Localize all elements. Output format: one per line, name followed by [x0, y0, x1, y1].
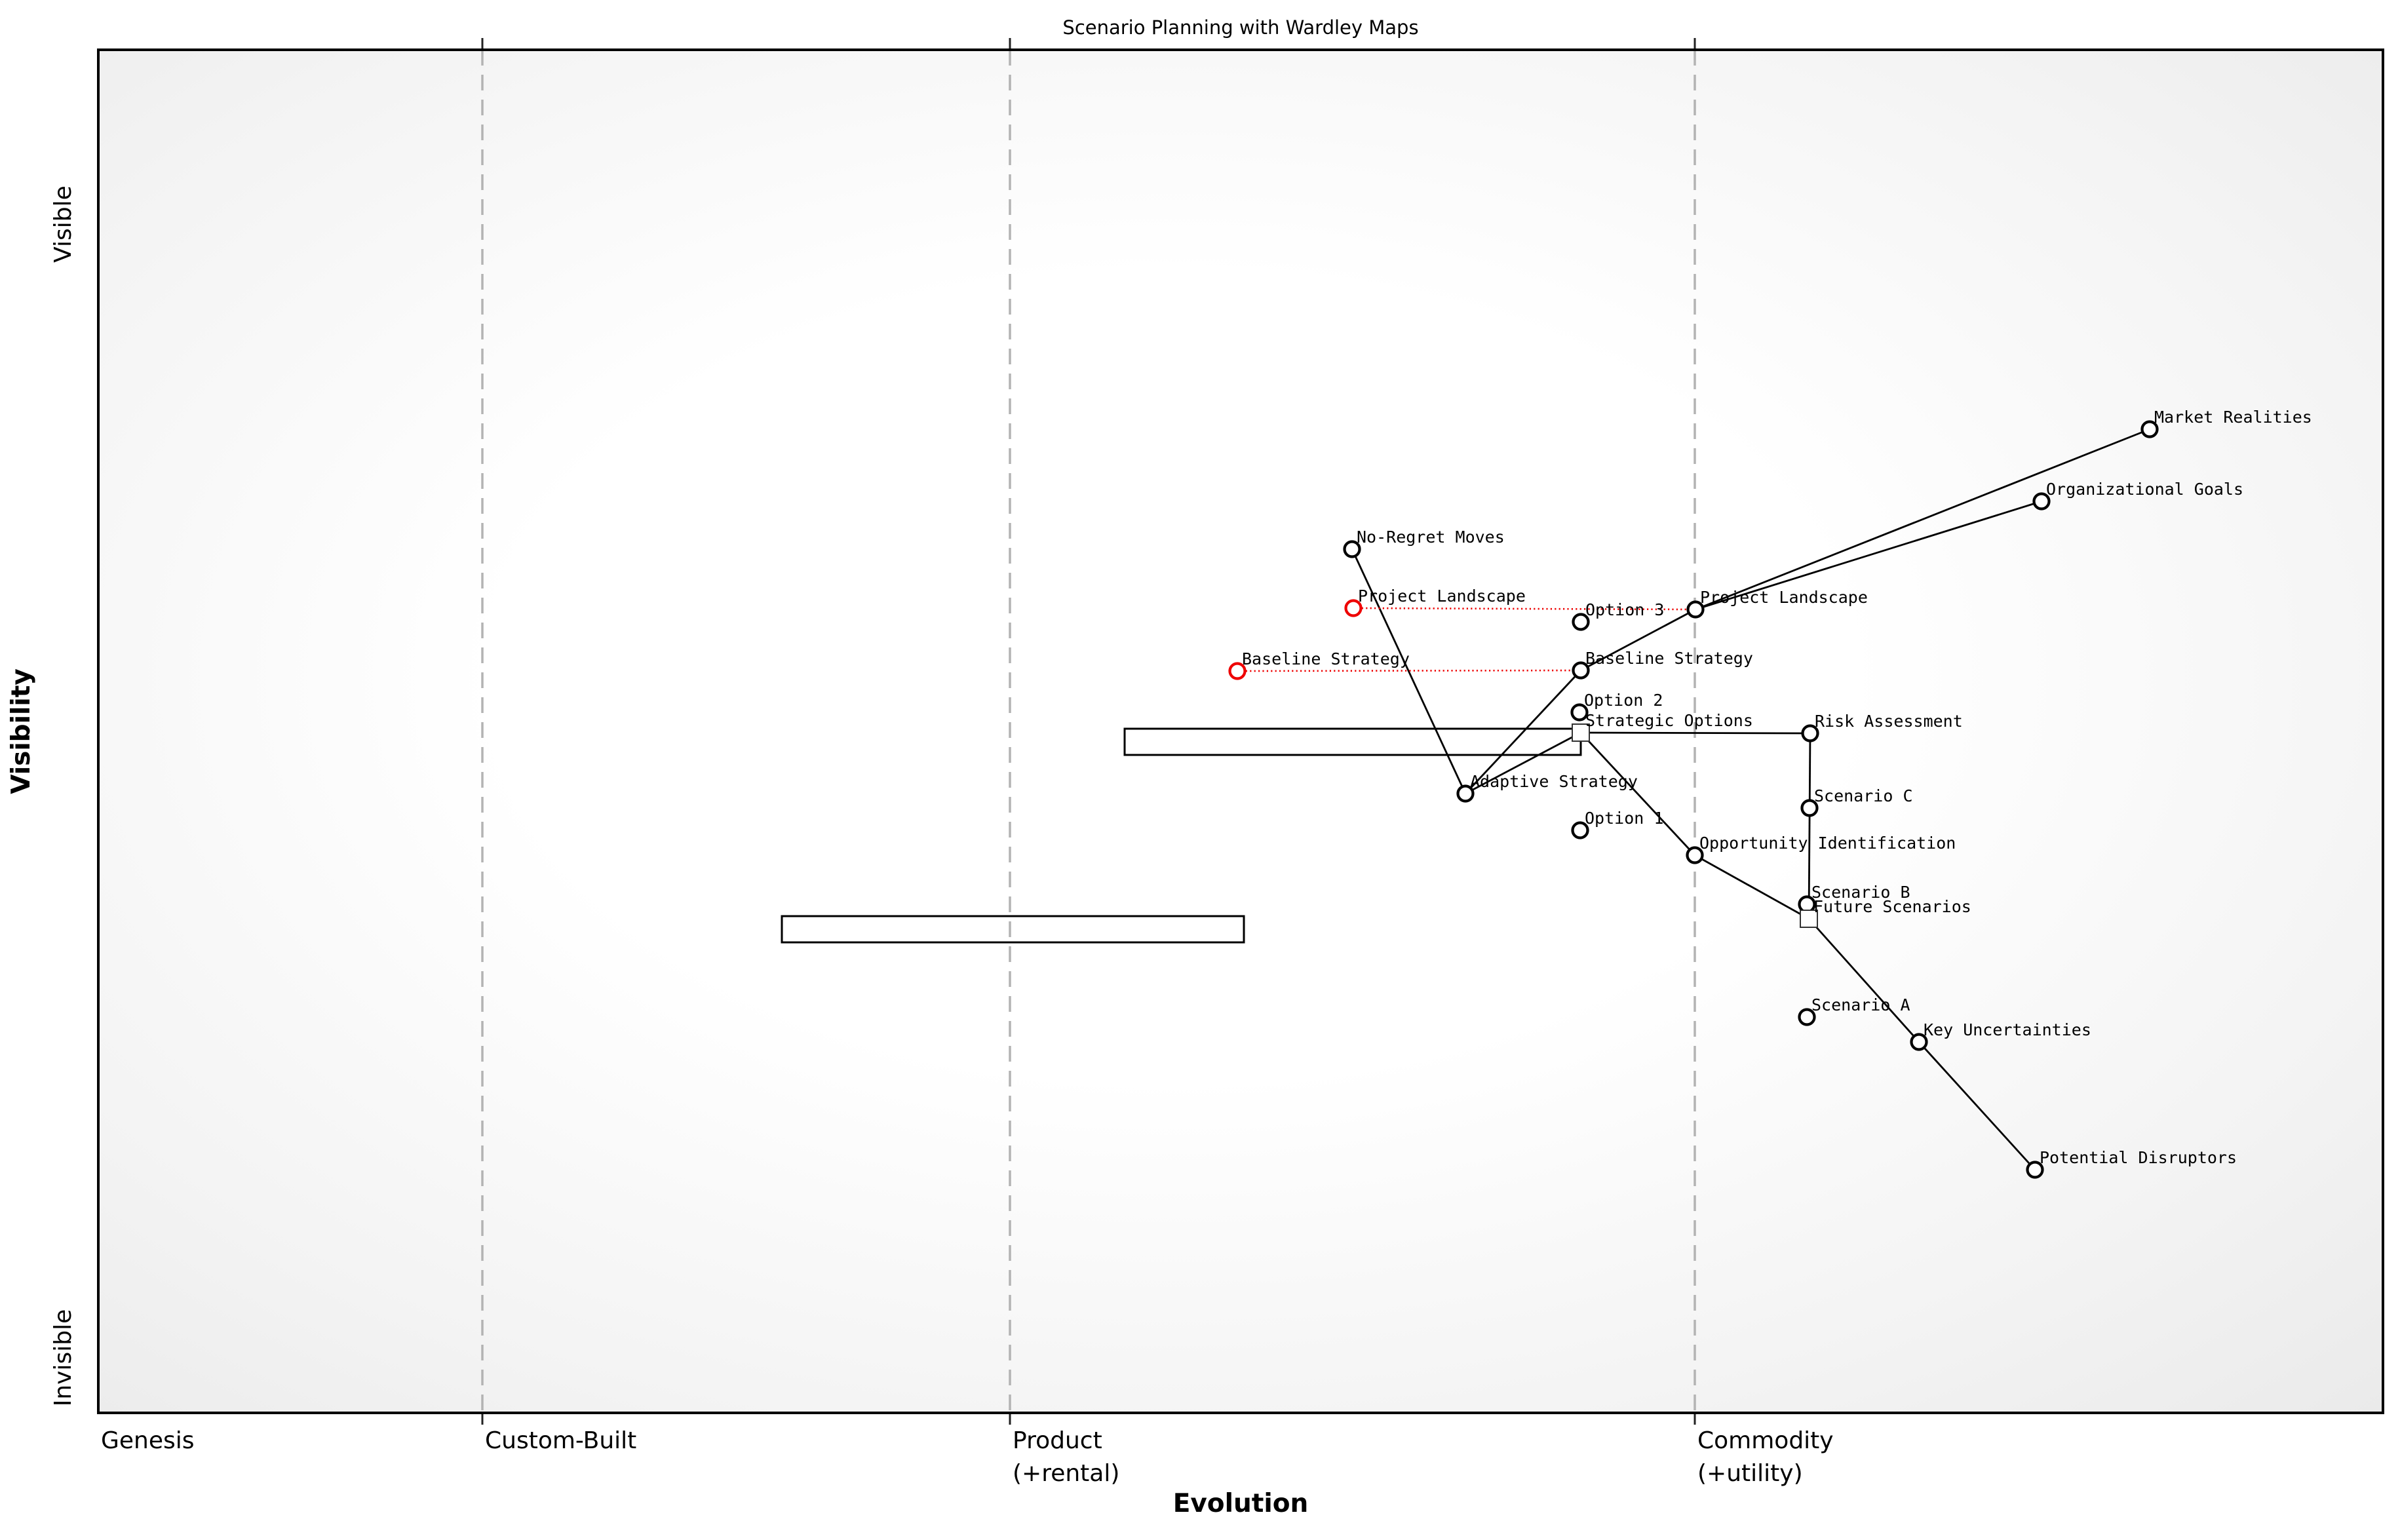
edge-market-realities--project-landscape: [1695, 428, 2150, 611]
edge-project-landscape--baseline-strategy: [1580, 608, 1696, 672]
node-no-regret-moves: [1343, 540, 1361, 558]
movement-line-baseline-strategy-old: [1237, 669, 1581, 672]
label-baseline-strategy: Baseline Strategy: [1585, 649, 1753, 668]
label-scenario-b: Scenario B: [1811, 883, 1910, 902]
x-stage-label-1: Genesis: [101, 1427, 195, 1454]
node-project-landscape: [1686, 600, 1705, 619]
label-scenario-c: Scenario C: [1814, 786, 1913, 805]
node-potential-disruptors: [2026, 1161, 2044, 1179]
node-baseline-strategy: [1572, 661, 1590, 680]
label-option-3: Option 3: [1585, 600, 1664, 619]
label-adaptive-strategy: Adaptive Strategy: [1470, 772, 1638, 791]
label-option-1: Option 1: [1585, 809, 1663, 828]
edge-strategic-options--adaptive-strategy: [1465, 731, 1581, 795]
label-opportunity-identification: Opportunity Identification: [1699, 834, 1956, 853]
edge-organizational-goals--project-landscape: [1695, 500, 2042, 611]
label-scenario-a: Scenario A: [1811, 995, 1910, 1014]
label-organizational-goals: Organizational Goals: [2046, 480, 2243, 499]
label-project-landscape: Project Landscape: [1700, 588, 1868, 607]
node-strategic-options: [1572, 723, 1590, 742]
node-scenario-c: [1800, 799, 1819, 817]
plot-background: [98, 50, 2383, 1413]
label-strategic-options: Strategic Options: [1585, 711, 1753, 730]
label-project-landscape-old: Project Landscape: [1358, 587, 1526, 606]
edge-baseline-strategy--adaptive-strategy: [1464, 670, 1582, 794]
edge-future-scenarios--key-uncertainties: [1808, 918, 1920, 1043]
y-axis-label: Visibility: [7, 668, 36, 794]
chart-title: Scenario Planning with Wardley Maps: [1062, 16, 1418, 39]
edge-opportunity-identification--future-scenarios: [1694, 854, 1810, 920]
label-risk-assessment: Risk Assessment: [1815, 712, 1963, 731]
node-option-2: [1570, 703, 1589, 722]
node-project-landscape-old: [1344, 599, 1363, 617]
edge-risk-assessment--future-scenarios: [1808, 733, 1811, 919]
edge-key-uncertainties--potential-disruptors: [1918, 1041, 2036, 1170]
node-option-3: [1572, 613, 1590, 631]
pipeline-box-2: [781, 915, 1245, 944]
label-potential-disruptors: Potential Disruptors: [2040, 1148, 2237, 1167]
x-stage-label-4: Commodity (+utility): [1697, 1427, 1834, 1487]
node-adaptive-strategy: [1456, 784, 1475, 803]
edge-no-regret-moves--adaptive-strategy: [1351, 549, 1467, 794]
y-tick-label-visible: Visible: [50, 185, 77, 263]
node-organizational-goals: [2032, 492, 2051, 510]
plot-border: [97, 48, 2384, 1414]
node-scenario-a: [1798, 1008, 1816, 1026]
node-opportunity-identification: [1686, 846, 1704, 864]
x-axis-label: Evolution: [1173, 1489, 1309, 1518]
x-stage-label-3: Product (+rental): [1013, 1427, 1119, 1487]
x-stage-label-2: Custom-Built: [485, 1427, 636, 1454]
node-risk-assessment: [1801, 724, 1819, 742]
label-baseline-strategy-old: Baseline Strategy: [1242, 649, 1410, 668]
node-future-scenarios: [1800, 910, 1818, 928]
edge-strategic-options--opportunity-identification: [1579, 732, 1696, 856]
node-baseline-strategy-old: [1228, 662, 1247, 680]
node-option-1: [1571, 821, 1589, 839]
node-market-realities: [2140, 420, 2159, 438]
y-tick-label-invisible: Invisible: [50, 1309, 77, 1407]
label-no-regret-moves: No-Regret Moves: [1357, 528, 1505, 547]
label-future-scenarios: Future Scenarios: [1813, 897, 1971, 916]
node-key-uncertainties: [1910, 1033, 1928, 1051]
label-market-realities: Market Realities: [2154, 408, 2312, 427]
label-option-2: Option 2: [1584, 691, 1663, 710]
label-key-uncertainties: Key Uncertainties: [1924, 1020, 2091, 1039]
